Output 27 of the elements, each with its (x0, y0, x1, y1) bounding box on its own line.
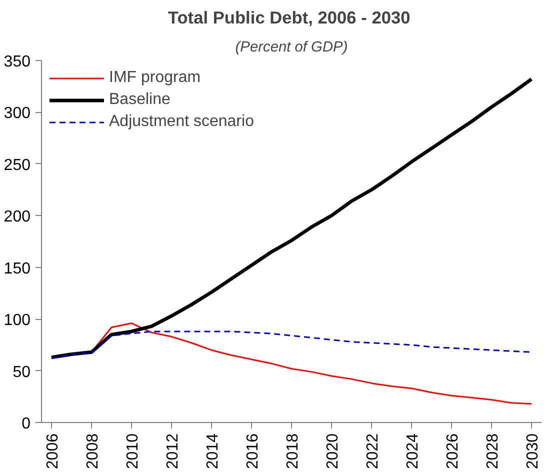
x-tick-label: 2008 (84, 433, 102, 470)
legend-label: IMF program (109, 69, 201, 87)
x-tick-label: 2028 (484, 433, 502, 470)
line-series (50, 330, 532, 360)
chart-subtitle: (Percent of GDP) (235, 40, 348, 56)
y-tick-label: 100 (4, 312, 31, 330)
chart-title: Total Public Debt, 2006 - 2030 (168, 8, 410, 28)
y-tick-label: 300 (4, 105, 31, 122)
x-tick-label: 2018 (284, 433, 302, 470)
y-tick-label: 50 (12, 364, 31, 381)
x-tick-label: 2022 (364, 433, 382, 470)
y-tick-label: 150 (4, 260, 31, 278)
legend-label: Baseline (109, 91, 170, 109)
y-tick-label: 350 (4, 54, 31, 70)
x-tick-label: 2012 (164, 433, 182, 470)
y-tick-label: 250 (4, 156, 31, 174)
x-tick-label: 2030 (524, 433, 542, 470)
x-tick-label: 2020 (324, 433, 342, 470)
legend-label: Adjustment scenario (109, 113, 254, 131)
x-tick-label: 2010 (124, 433, 142, 470)
x-tick-label: 2014 (204, 433, 222, 470)
y-tick-label: 0 (22, 416, 31, 432)
x-tick-label: 2006 (44, 433, 62, 470)
x-tick-label: 2024 (404, 433, 422, 470)
x-tick-label: 2026 (444, 433, 462, 470)
x-tick-label: 2016 (244, 433, 262, 470)
y-tick-label: 200 (4, 208, 31, 226)
